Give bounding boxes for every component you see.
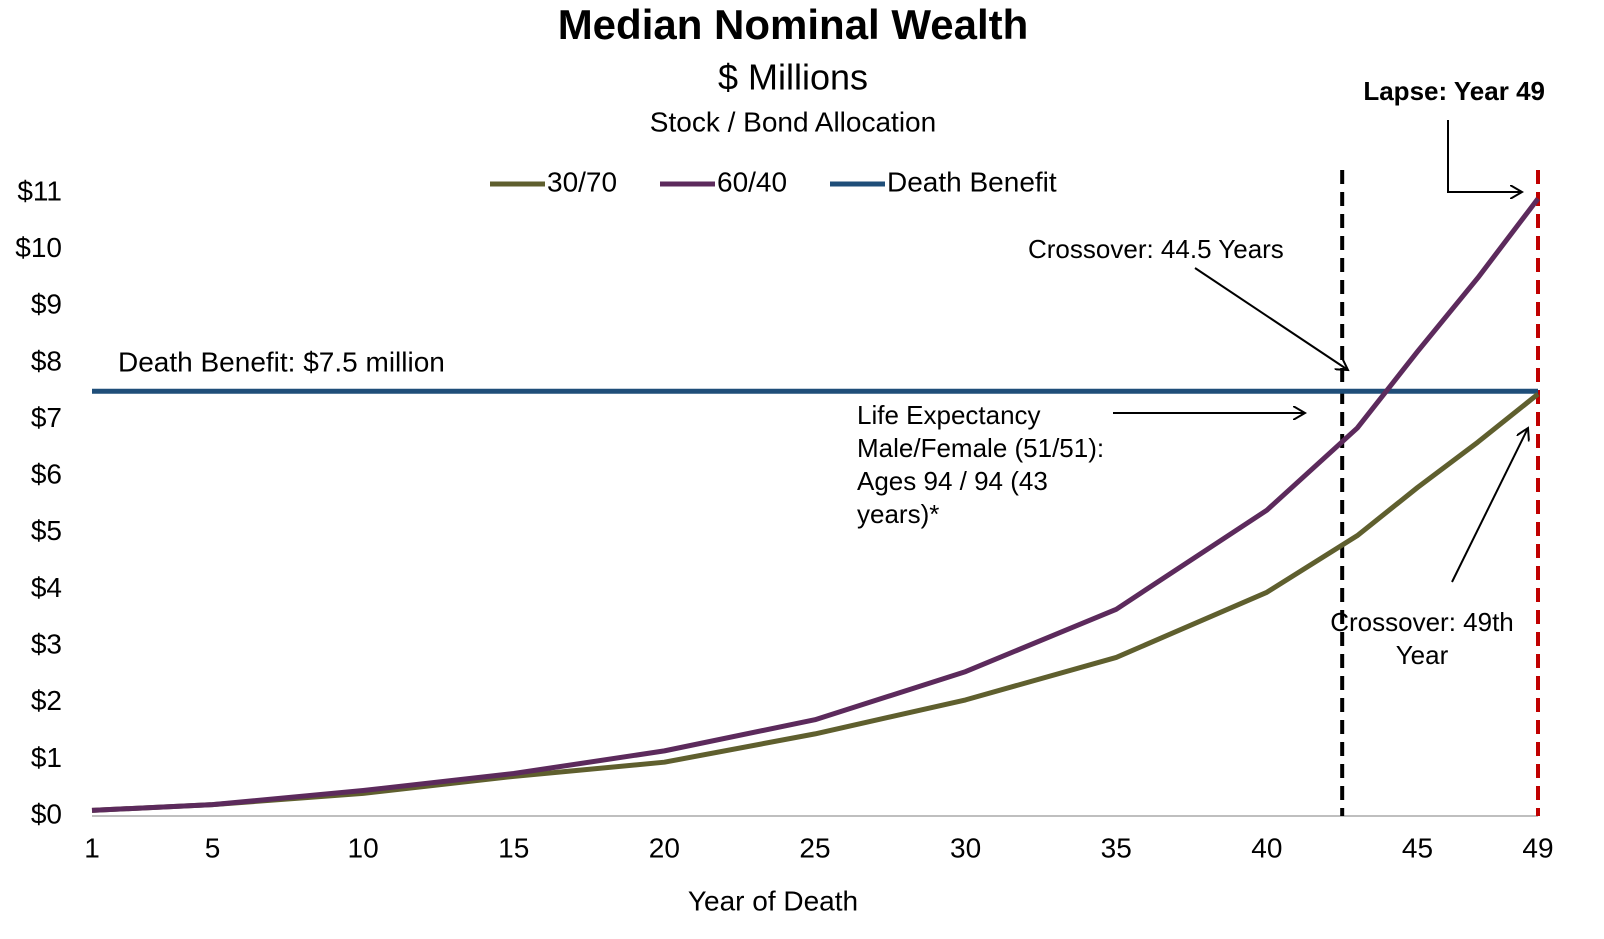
y-tick-label: $8 <box>31 345 62 376</box>
annotation: Life Expectancy <box>857 400 1041 430</box>
x-tick-label: 10 <box>348 832 379 863</box>
y-tick-label: $0 <box>31 798 62 829</box>
x-tick-label: 5 <box>205 832 221 863</box>
legend-label: 30/70 <box>547 166 617 197</box>
annotation: Lapse: Year 49 <box>1363 76 1545 106</box>
x-tick-label: 15 <box>498 832 529 863</box>
x-tick-label: 20 <box>649 832 680 863</box>
x-tick-label: 40 <box>1251 832 1282 863</box>
series-line <box>91 392 1540 813</box>
chart-title: Median Nominal Wealth <box>558 1 1029 48</box>
x-tick-label: 45 <box>1402 832 1433 863</box>
annotation: Male/Female (51/51): <box>857 433 1104 463</box>
legend-label: 60/40 <box>717 166 787 197</box>
annotation: Year <box>1396 640 1449 670</box>
arrow <box>1447 120 1522 192</box>
x-tick-label: 49 <box>1522 832 1553 863</box>
y-tick-label: $1 <box>31 742 62 773</box>
annotation: years)* <box>857 499 939 529</box>
x-tick-label: 30 <box>950 832 981 863</box>
y-tick-label: $5 <box>31 515 62 546</box>
y-tick-label: $10 <box>15 232 62 263</box>
annotation: Ages 94 / 94 (43 <box>857 466 1048 496</box>
x-axis-label: Year of Death <box>688 885 858 916</box>
y-tick-label: $4 <box>31 572 62 603</box>
x-tick-label: 25 <box>799 832 830 863</box>
y-tick-label: $2 <box>31 685 62 716</box>
y-tick-label: $7 <box>31 402 62 433</box>
x-tick-label: 1 <box>84 832 100 863</box>
arrow <box>1194 267 1348 370</box>
y-tick-label: $11 <box>17 175 62 206</box>
annotation: Crossover: 44.5 Years <box>1028 234 1284 264</box>
y-tick-label: $6 <box>31 459 62 490</box>
x-tick-label: 35 <box>1101 832 1132 863</box>
series-line <box>91 197 1540 813</box>
annotation: Crossover: 49th <box>1330 607 1514 637</box>
legend-label: Death Benefit <box>887 166 1057 197</box>
y-tick-label: $9 <box>31 289 62 320</box>
arrow <box>1451 428 1528 583</box>
chart-subtitle: $ Millions <box>718 57 868 98</box>
y-tick-label: $3 <box>31 628 62 659</box>
annotation: Death Benefit: $7.5 million <box>118 346 445 377</box>
annotation-arrows <box>1113 120 1528 583</box>
chart-subtitle: Stock / Bond Allocation <box>650 106 936 137</box>
